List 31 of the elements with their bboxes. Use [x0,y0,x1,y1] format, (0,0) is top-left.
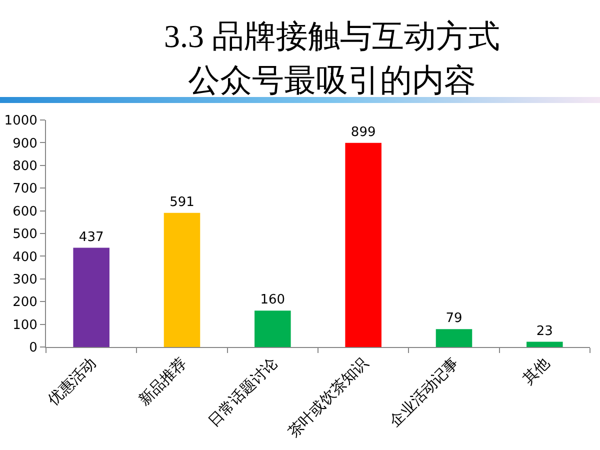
bar [73,248,110,347]
bar [254,310,291,347]
y-tick-label: 800 [12,158,38,174]
data-label: 899 [350,124,376,140]
y-tick-label: 300 [12,272,38,288]
y-tick-label: 200 [12,295,38,310]
x-tick-label: 其他 [520,354,553,388]
x-tick-label: 企业活动记事 [386,354,462,430]
y-tick-label: 1000 [4,114,38,129]
x-tick-label: 优惠活动 [45,354,100,410]
bar [345,142,382,347]
y-tick-label: 500 [12,227,38,242]
y-tick-label: 700 [12,182,38,197]
y-tick-label: 400 [12,250,38,265]
y-tick-label: 600 [12,204,38,220]
data-label: 79 [446,311,462,326]
x-tick-label: 茶叶或饮茶知识 [285,354,372,441]
bar [164,212,200,347]
bar [436,329,472,347]
data-label: 160 [260,292,286,308]
y-tick-label: 0 [29,340,38,356]
data-label: 23 [536,324,553,339]
data-label: 437 [78,230,104,245]
data-label: 591 [170,194,194,210]
chart-title: 3.3 品牌接触与互动方式 [164,18,500,54]
bar [526,342,563,347]
y-tick-label: 100 [12,318,38,333]
x-tick-label: 新品推荐 [136,354,190,410]
x-tick-label: 日常话题讨论 [205,354,281,430]
y-tick-label: 900 [12,136,38,152]
chart-subtitle: 公众号最吸引的内容 [188,62,476,98]
